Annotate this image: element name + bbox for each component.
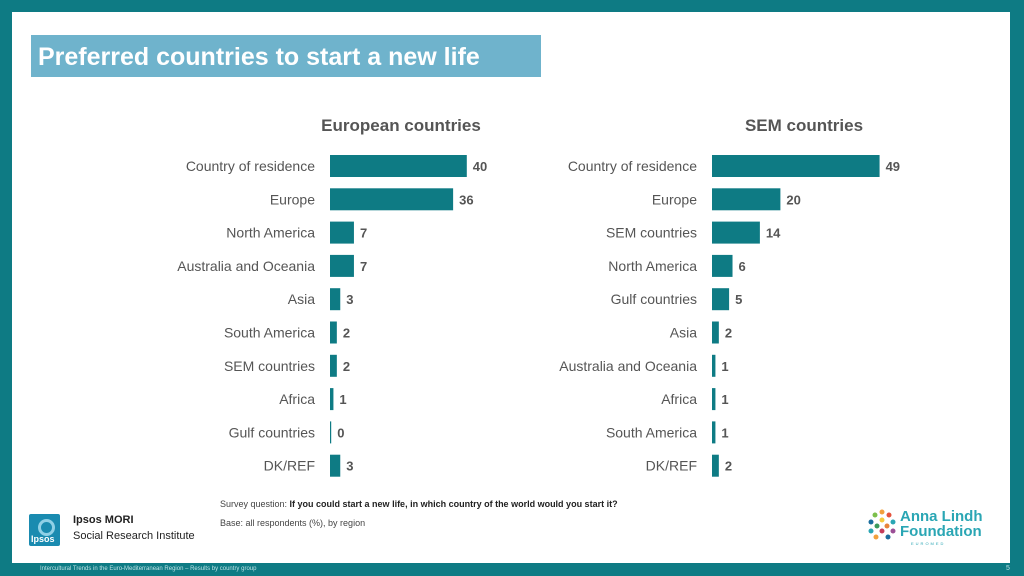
category-label: Australia and Oceania [177,258,315,274]
category-label: Asia [288,291,315,307]
data-label: 2 [343,359,350,374]
category-label: Africa [279,391,315,407]
category-label: SEM countries [224,358,315,374]
ipsos-ring-icon [38,519,55,536]
anna-lindh-tag: EUROMED [911,541,946,546]
data-label: 40 [473,159,487,174]
bar [712,155,880,177]
category-label: South America [224,325,315,341]
bar [330,354,337,377]
anna-lindh-logo-icon [868,509,896,540]
ipsos-name: Ipsos MORI [73,514,134,526]
category-label: Gulf countries [229,424,315,440]
bar [330,254,354,277]
category-label: DK/REF [264,458,315,474]
data-label: 36 [459,192,473,207]
data-label: 7 [360,226,367,241]
data-label: 14 [766,226,781,241]
base-note: Base: all respondents (%), by region [220,518,366,528]
slide [12,12,1010,563]
data-label: 1 [721,359,728,374]
bar [330,421,332,444]
category-label: Australia and Oceania [559,358,697,374]
bar [330,188,454,211]
ipsos-subtitle: Social Research Institute [73,530,195,542]
bar [712,221,760,244]
data-label: 1 [339,392,346,407]
chart-title-1: European countries [321,116,481,135]
chart-title-2: SEM countries [745,116,863,135]
data-label: 1 [721,392,728,407]
bar [330,454,341,477]
page-title: Preferred countries to start a new life [38,43,480,71]
bar [330,221,354,244]
data-label: 0 [337,425,344,440]
category-label: North America [608,258,697,274]
bar [712,421,716,444]
bar [330,321,337,344]
bar [712,254,733,277]
anna-lindh-line1: Anna Lindh [900,508,983,525]
anna-lindh-name: Anna Lindh Foundation [900,509,983,539]
category-label: South America [606,424,697,440]
anna-lindh-line2: Foundation [900,523,982,540]
category-label: Africa [661,391,697,407]
data-label: 2 [725,326,732,341]
bar [330,288,341,311]
bar [712,188,781,211]
bar [330,388,334,411]
survey-question: Survey question: If you could start a ne… [220,499,618,509]
data-label: 20 [786,192,800,207]
bar [712,288,730,311]
data-label: 3 [346,459,353,474]
page-number: 5 [1006,565,1010,572]
footer-text: Intercultural Trends in the Euro-Mediter… [40,566,257,572]
bar [712,388,716,411]
category-label: Gulf countries [611,291,697,307]
data-label: 7 [360,259,367,274]
category-label: Europe [652,191,697,207]
data-label: 2 [725,459,732,474]
category-label: DK/REF [646,458,697,474]
category-label: North America [226,225,315,241]
data-label: 3 [346,292,353,307]
category-label: Country of residence [568,158,697,174]
data-label: 49 [886,159,900,174]
bar [712,354,716,377]
bar [330,155,467,177]
category-label: Country of residence [186,158,315,174]
ipsos-logo-text: Ipsos [31,534,55,544]
data-label: 2 [343,326,350,341]
data-label: 5 [735,292,742,307]
category-label: Europe [270,191,315,207]
data-label: 6 [739,259,746,274]
bar [712,321,719,344]
ipsos-logo: Ipsos [29,514,60,546]
survey-question-text: If you could start a new life, in which … [289,499,618,509]
title-banner: Preferred countries to start a new life [31,35,541,77]
category-label: Asia [670,325,697,341]
survey-prefix: Survey question: [220,499,290,509]
category-label: SEM countries [606,225,697,241]
data-label: 1 [721,425,728,440]
bar [712,454,719,477]
